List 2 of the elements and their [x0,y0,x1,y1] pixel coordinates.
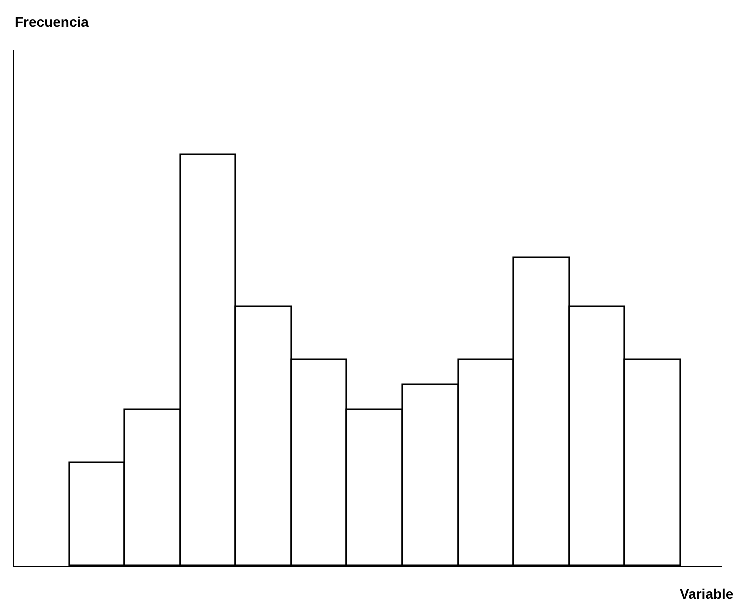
x-axis-title: Variable [680,586,734,602]
text: Frecuencia [15,14,90,30]
